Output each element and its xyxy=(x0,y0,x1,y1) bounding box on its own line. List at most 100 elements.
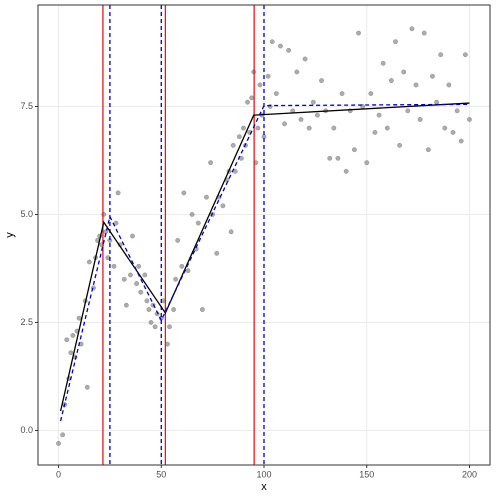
point xyxy=(351,147,357,153)
point xyxy=(136,263,142,269)
point xyxy=(368,91,374,96)
point xyxy=(409,26,415,32)
point xyxy=(430,73,435,79)
point xyxy=(380,60,386,66)
point xyxy=(228,229,234,235)
point xyxy=(101,212,107,217)
point xyxy=(123,302,129,308)
point xyxy=(331,125,337,131)
point xyxy=(393,39,398,45)
point xyxy=(343,168,349,174)
point xyxy=(214,250,220,256)
point xyxy=(405,108,411,114)
y-tick-label: 0.0 xyxy=(20,425,33,435)
point xyxy=(208,160,214,166)
point xyxy=(175,237,181,243)
point xyxy=(277,43,283,49)
point xyxy=(421,30,427,36)
point xyxy=(144,298,150,304)
point xyxy=(327,155,333,161)
point xyxy=(446,82,452,88)
point xyxy=(376,112,382,118)
y-axis-title: y xyxy=(4,232,16,238)
point xyxy=(181,190,187,196)
point xyxy=(179,263,185,269)
point xyxy=(76,315,82,321)
y-tick-label: 5.0 xyxy=(20,209,33,219)
point xyxy=(364,160,370,166)
point xyxy=(204,194,209,200)
point xyxy=(255,125,261,131)
point xyxy=(230,142,236,148)
point xyxy=(148,320,154,325)
point xyxy=(189,212,195,217)
y-tick-label: 7.5 xyxy=(20,101,33,111)
point xyxy=(356,30,361,36)
point xyxy=(115,190,121,196)
point xyxy=(128,272,133,278)
point xyxy=(294,69,300,75)
point xyxy=(185,268,191,274)
point xyxy=(60,432,66,438)
point xyxy=(220,203,226,209)
point xyxy=(335,155,341,161)
point xyxy=(372,129,378,135)
point xyxy=(273,91,279,96)
point xyxy=(397,142,403,148)
point xyxy=(195,220,201,226)
x-tick-label: 0 xyxy=(56,469,61,479)
y-tick-label: 2.5 xyxy=(20,317,33,327)
point xyxy=(257,82,263,88)
point xyxy=(425,147,431,153)
x-tick-label: 200 xyxy=(462,469,477,479)
panel-border xyxy=(37,4,491,466)
x-axis-title: x xyxy=(261,481,267,493)
point xyxy=(199,307,205,312)
fit-line xyxy=(59,102,470,412)
point xyxy=(113,220,119,226)
point xyxy=(68,350,74,356)
point xyxy=(84,384,90,390)
point xyxy=(442,125,448,131)
x-tick-label: 100 xyxy=(256,469,271,479)
point xyxy=(56,440,61,446)
point xyxy=(310,99,316,105)
point xyxy=(417,117,423,122)
point xyxy=(245,99,251,105)
point xyxy=(458,138,464,144)
point xyxy=(298,117,304,122)
point xyxy=(314,112,320,118)
point xyxy=(306,125,312,131)
point xyxy=(86,259,92,265)
point xyxy=(70,332,76,338)
point xyxy=(302,56,308,62)
point xyxy=(388,78,394,84)
point xyxy=(462,52,468,58)
point xyxy=(121,276,127,282)
point xyxy=(249,95,255,101)
point xyxy=(319,78,324,84)
point xyxy=(111,263,117,269)
point xyxy=(269,39,275,45)
point xyxy=(64,337,70,343)
point xyxy=(134,281,140,287)
point xyxy=(286,47,292,53)
point xyxy=(241,125,246,131)
point xyxy=(454,108,460,114)
point xyxy=(384,125,390,131)
point xyxy=(236,134,242,140)
point xyxy=(146,307,152,312)
point xyxy=(152,324,158,330)
point xyxy=(265,73,271,79)
x-tick-label: 150 xyxy=(359,469,374,479)
fit-line xyxy=(59,103,470,422)
x-tick-label: 50 xyxy=(156,469,166,479)
point xyxy=(401,69,407,75)
point xyxy=(434,99,440,105)
point xyxy=(438,52,444,58)
point xyxy=(467,117,472,122)
point xyxy=(138,289,144,295)
point xyxy=(339,91,345,96)
point xyxy=(103,229,109,235)
